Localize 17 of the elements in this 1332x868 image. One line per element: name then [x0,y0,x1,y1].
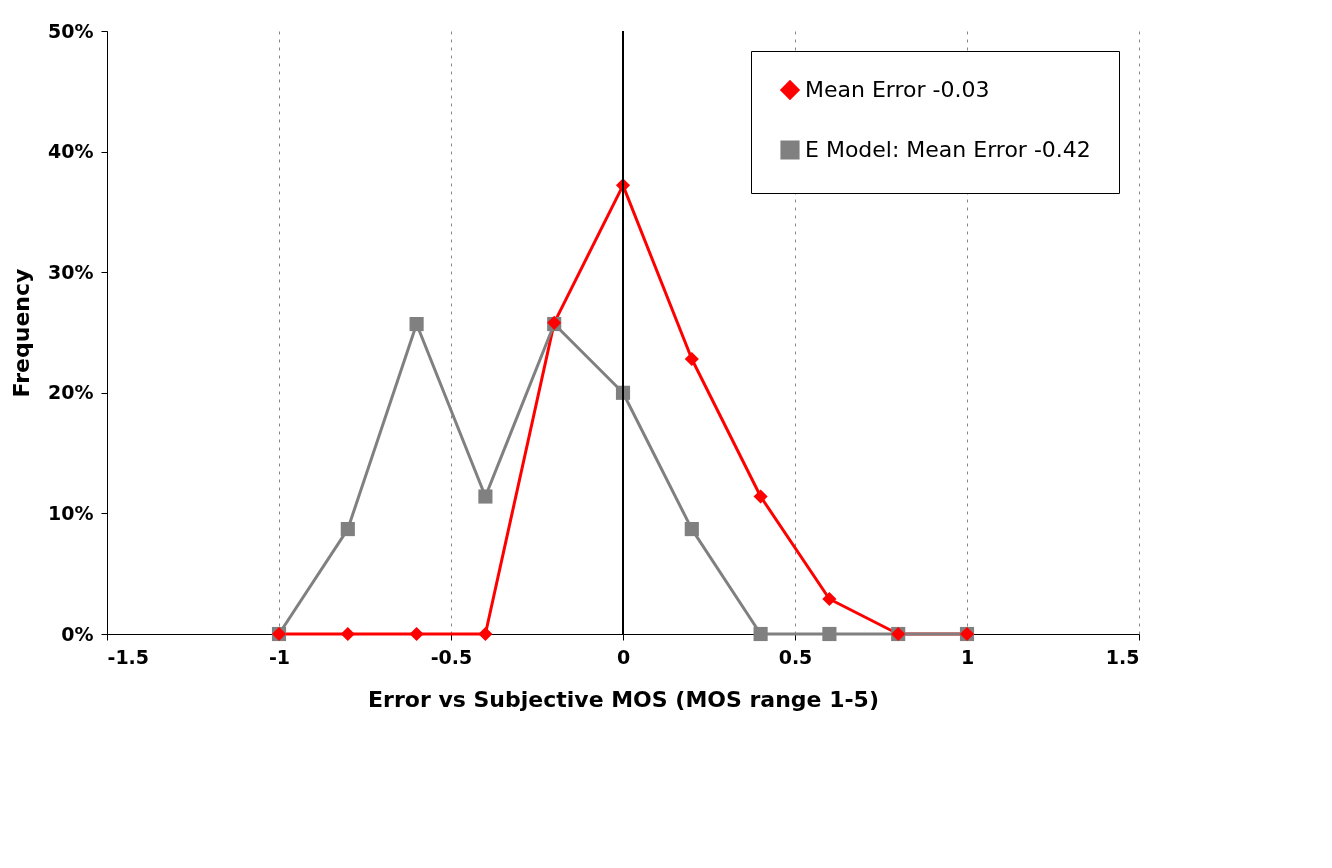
x-tick-label: -1 [268,645,291,668]
y-tick-label: 0% [61,622,94,645]
y-tick-label: 50% [48,19,94,42]
y-tick-label: 30% [48,260,94,283]
x-tick-label: 0.5 [778,645,813,668]
x-tick-label: -0.5 [430,645,473,668]
x-tick-label: 0 [616,645,631,668]
x-tick-label: 1.5 [1105,645,1140,668]
x-axis-title: Error vs Subjective MOS (MOS range 1-5) [368,686,879,712]
y-tick-label: 20% [48,381,94,404]
legend-label: Mean Error -0.03 [805,77,990,102]
y-tick-label: 10% [48,501,94,524]
y-tick-label: 40% [48,140,94,163]
x-tick-label: 1 [960,645,975,668]
x-tick-label: -1.5 [107,645,150,668]
y-axis-title: Frequency [9,268,35,398]
legend-label: E Model: Mean Error -0.42 [805,137,1091,162]
